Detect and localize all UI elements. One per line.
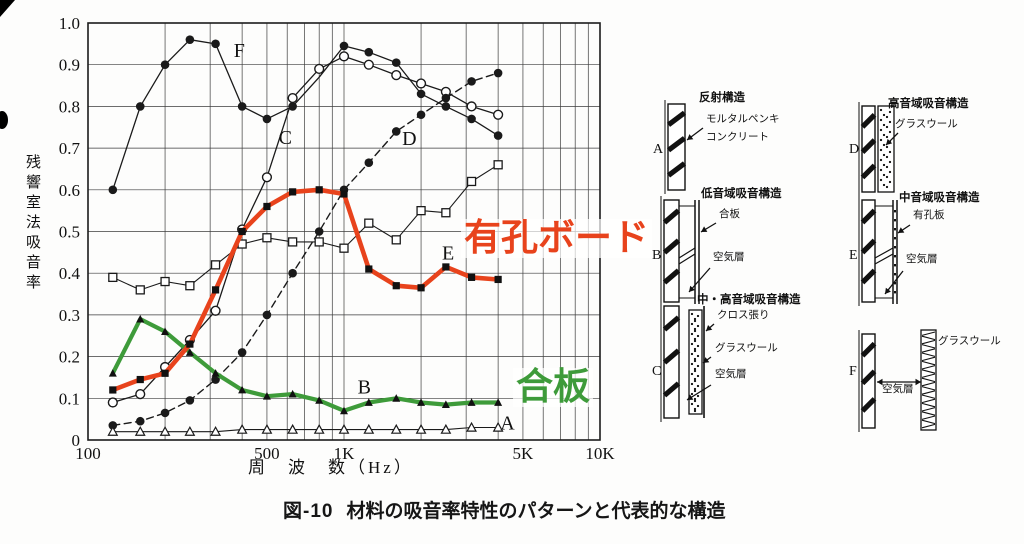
y-tick-label: 0.9 [59, 56, 80, 75]
x-tick-label: 10K [585, 444, 615, 463]
y-tick-label: 0.5 [59, 223, 80, 242]
figure-number: 図-10 [283, 501, 334, 522]
scan-artifacts [0, 0, 15, 129]
diagram-letter-D: D [849, 142, 859, 157]
x-tick-label: 1K [334, 444, 356, 463]
diagram-part-label: 合板 [719, 207, 740, 220]
y-tick-label: 0.7 [59, 139, 81, 158]
diagram-title: 反射構造 [699, 90, 745, 104]
diagram-title: 中音域吸音構造 [899, 190, 980, 204]
y-tick-label: 0.6 [59, 181, 80, 200]
diagram-letter-A: A [653, 142, 664, 157]
diagram-part-label: グラスウール [938, 334, 1001, 347]
series-A [107, 421, 504, 436]
series-B [108, 314, 503, 415]
diagram-part-label: グラスウール [715, 341, 778, 354]
series-squares-unlabeled [108, 160, 503, 295]
y-tick-label: 0 [72, 431, 81, 450]
y-tick-label: 0.2 [59, 348, 80, 367]
curve-label-A: A [500, 412, 515, 434]
diagram-part-label: 空気層 [715, 367, 747, 380]
curve-label-D: D [402, 128, 416, 150]
curve-label-C: C [279, 127, 292, 149]
curve-letters: F C D E B A [234, 40, 515, 434]
diagram-part-label: モルタルペンキ [706, 113, 780, 125]
x-tick-label: 100 [75, 444, 101, 463]
y-tick-label: 1.0 [59, 14, 80, 33]
diagram-part-label: クロス張り [717, 309, 770, 321]
figure-caption-text: 材料の吸音率特性のパターンと代表的な構造 [346, 501, 726, 522]
diagram-part-label: 空気層 [906, 252, 938, 265]
series-F [108, 35, 503, 195]
x-tick-label: 500 [254, 444, 280, 463]
diagram-letter-B: B [652, 248, 661, 263]
curve-label-E: E [442, 242, 454, 264]
tick-labels: 100 500 1K 5K 10K 0 0.1 0.2 0.3 0.4 0.5 0.6 0.7 0.8 0.… [59, 14, 616, 463]
series-D [108, 68, 503, 430]
curve-label-B: B [358, 377, 371, 399]
annotation-plywood: 合板 [513, 367, 593, 407]
figure-caption: 図-10 材料の吸音率特性のパターンと代表的な構造 [283, 496, 726, 523]
diagram-title: 低音域吸音構造 [700, 186, 782, 200]
y-axis-label: 残響室法吸音率 [24, 154, 40, 294]
diagram-part-label: コンクリート [706, 131, 769, 143]
diagram-part-label: 空気層 [713, 250, 745, 263]
annotation-perforated-board: 有孔ボード [461, 218, 652, 258]
diagram-part-label: 有孔板 [913, 208, 945, 221]
series-E [109, 186, 502, 394]
y-tick-label: 0.4 [59, 264, 81, 283]
diagram-part-label: グラスウール [895, 117, 958, 130]
x-tick-label: 5K [513, 444, 535, 463]
y-tick-label: 0.1 [59, 389, 80, 408]
diagram-title: 中・高音域吸音構造 [697, 292, 801, 306]
y-tick-label: 0.8 [59, 97, 80, 116]
diagram-letter-F: F [849, 364, 857, 379]
diagram-title: 高音域吸音構造 [888, 96, 969, 110]
y-tick-label: 0.3 [59, 306, 80, 325]
x-axis-label: 周 波 数（Hz） [248, 458, 414, 477]
diagram-letter-E: E [849, 248, 858, 263]
curve-label-F: F [234, 40, 245, 62]
diagram-letter-C: C [652, 364, 661, 379]
diagram-part-label: 空気層 [882, 382, 914, 395]
